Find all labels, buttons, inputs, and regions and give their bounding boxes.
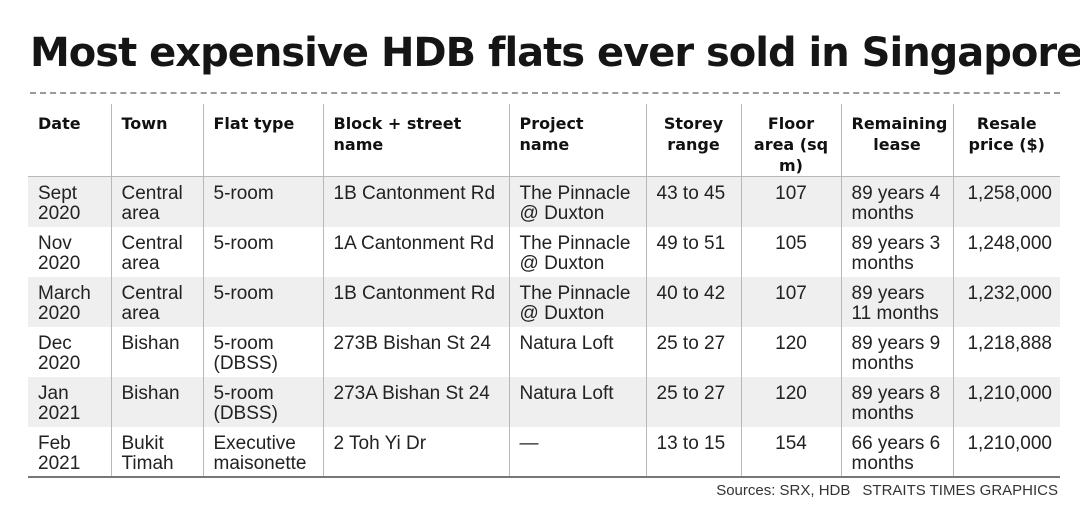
cell-project-name: Natura Loft <box>508 376 646 427</box>
cell-flat-type: 5-room <box>202 276 323 327</box>
column-header-block-street: Block + street name <box>322 104 509 177</box>
cell-resale-price: 1,258,000 <box>952 176 1060 227</box>
cell-remaining-lease: 89 years 9 months <box>840 326 953 377</box>
cell-remaining-lease: 66 years 6 months <box>840 426 953 477</box>
cell-remaining-lease: 89 years 4 months <box>840 176 953 227</box>
cell-floor-area: 107 <box>740 176 841 227</box>
column-header-resale-price: Resale price ($) <box>952 104 1060 177</box>
cell-date: Sept 2020 <box>38 183 81 224</box>
cell-town: Central area <box>110 176 203 227</box>
source-text: Sources: SRX, HDB <box>716 482 851 499</box>
table-row: March 2020 Central area 5-room 1B Cantonmen… <box>28 276 1060 327</box>
cell-resale-price: 1,248,000 <box>952 226 1060 277</box>
cell-date: March 2020 <box>38 282 91 324</box>
cell-town: Bishan <box>110 326 203 377</box>
table-body: Sept 2020 Central area 5-room 1B Cantonment… <box>28 176 1060 477</box>
cell-date: Jan 2021 <box>38 382 81 424</box>
table-row: Sept 2020 Central area 5-room 1B Cantonment… <box>28 176 1060 227</box>
cell-date: Dec 2020 <box>38 332 81 374</box>
cell-flat-type: 5-room (DBSS) <box>202 376 323 427</box>
title-divider <box>30 92 1060 94</box>
cell-town: Central area <box>110 276 203 327</box>
cell-project-name: The Pinnacle @ Duxton <box>508 176 646 227</box>
cell-resale-price: 1,218,888 <box>952 326 1060 377</box>
column-header-storey-range: Storey range <box>645 104 741 177</box>
cell-resale-price: 1,210,000 <box>952 376 1060 427</box>
source-line: Sources: SRX, HDB STRAITS TIMES GRAPHICS <box>716 482 1058 499</box>
table-row: Nov 2020 Central area 5-room 1A Cantonment … <box>28 226 1060 277</box>
table-row: Feb 2021 Bukit Timah Executive maisonette 2… <box>28 426 1060 477</box>
cell-remaining-lease: 89 years 11 months <box>840 276 953 327</box>
table-header-row: Date Town Flat type Block + street name Proj… <box>28 104 1060 177</box>
table-row: Jan 2021 Bishan 5-room (DBSS) 273A Bishan S… <box>28 376 1060 427</box>
cell-date: Feb 2021 <box>38 432 81 474</box>
cell-block-street: 273B Bishan St 24 <box>322 326 509 377</box>
column-header-flat-type: Flat type <box>202 104 323 177</box>
cell-project-name: — <box>508 426 646 477</box>
cell-town: Bishan <box>110 376 203 427</box>
cell-remaining-lease: 89 years 8 months <box>840 376 953 427</box>
cell-project-name: The Pinnacle @ Duxton <box>508 276 646 327</box>
column-header-date: Date <box>38 114 81 133</box>
cell-block-street: 1A Cantonment Rd <box>322 226 509 277</box>
cell-storey-range: 43 to 45 <box>645 176 741 227</box>
cell-remaining-lease: 89 years 3 months <box>840 226 953 277</box>
cell-flat-type: Executive maisonette <box>202 426 323 477</box>
cell-project-name: The Pinnacle @ Duxton <box>508 226 646 277</box>
cell-floor-area: 105 <box>740 226 841 277</box>
cell-block-street: 1B Cantonment Rd <box>322 176 509 227</box>
cell-floor-area: 120 <box>740 376 841 427</box>
cell-floor-area: 120 <box>740 326 841 377</box>
credit-text: STRAITS TIMES GRAPHICS <box>862 482 1058 499</box>
cell-block-street: 1B Cantonment Rd <box>322 276 509 327</box>
cell-flat-type: 5-room (DBSS) <box>202 326 323 377</box>
cell-resale-price: 1,232,000 <box>952 276 1060 327</box>
cell-storey-range: 25 to 27 <box>645 376 741 427</box>
page-title: Most expensive HDB flats ever sold in Si… <box>30 30 1080 76</box>
cell-town: Central area <box>110 226 203 277</box>
cell-flat-type: 5-room <box>202 176 323 227</box>
cell-date: Nov 2020 <box>38 232 81 274</box>
cell-storey-range: 40 to 42 <box>645 276 741 327</box>
cell-storey-range: 13 to 15 <box>645 426 741 477</box>
column-header-floor-area: Floor area (sq m) <box>740 104 841 177</box>
cell-resale-price: 1,210,000 <box>952 426 1060 477</box>
column-header-project-name: Project name <box>508 104 646 177</box>
cell-floor-area: 154 <box>740 426 841 477</box>
cell-floor-area: 107 <box>740 276 841 327</box>
cell-storey-range: 49 to 51 <box>645 226 741 277</box>
hdb-flats-table: Date Town Flat type Block + street name Proj… <box>28 104 1060 478</box>
table-row: Dec 2020 Bishan 5-room (DBSS) 273B Bishan S… <box>28 326 1060 377</box>
cell-project-name: Natura Loft <box>508 326 646 377</box>
cell-town: Bukit Timah <box>110 426 203 477</box>
column-header-remaining-lease: Remaining lease <box>840 104 953 177</box>
cell-block-street: 2 Toh Yi Dr <box>322 426 509 477</box>
cell-block-street: 273A Bishan St 24 <box>322 376 509 427</box>
cell-flat-type: 5-room <box>202 226 323 277</box>
cell-storey-range: 25 to 27 <box>645 326 741 377</box>
column-header-town: Town <box>110 104 203 177</box>
